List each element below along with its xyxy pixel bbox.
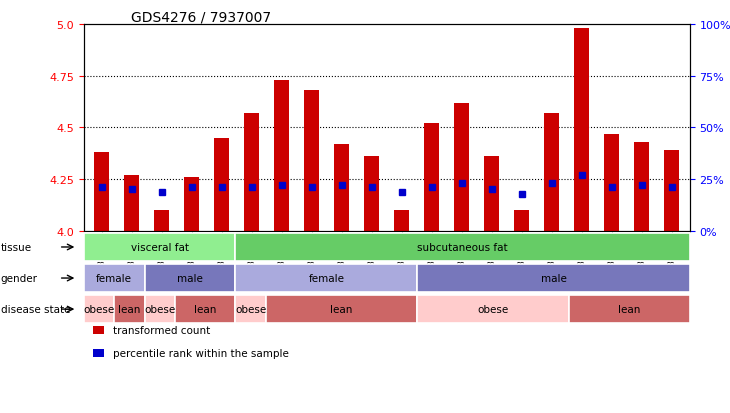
Bar	[545, 114, 559, 231]
Bar	[235, 295, 266, 324]
Bar	[93, 326, 104, 335]
Bar	[664, 151, 680, 231]
Bar	[235, 264, 417, 293]
Bar	[424, 124, 439, 231]
Bar	[394, 211, 410, 231]
Bar	[634, 142, 650, 231]
Bar	[145, 295, 174, 324]
Text: obese: obese	[235, 304, 266, 314]
Bar	[364, 157, 380, 231]
Text: disease state: disease state	[1, 304, 70, 314]
Text: female: female	[308, 273, 345, 283]
Text: subcutaneous fat: subcutaneous fat	[418, 242, 508, 252]
Bar	[215, 138, 229, 231]
Bar	[604, 134, 619, 231]
Text: obese: obese	[144, 304, 175, 314]
Bar	[94, 153, 110, 231]
Text: lean: lean	[194, 304, 216, 314]
Bar	[266, 295, 417, 324]
Text: male: male	[177, 273, 203, 283]
Bar	[575, 29, 589, 231]
Bar	[124, 176, 139, 231]
Bar	[485, 157, 499, 231]
Text: visceral fat: visceral fat	[131, 242, 188, 252]
Bar	[84, 233, 235, 262]
Bar	[93, 349, 104, 357]
Bar	[569, 295, 690, 324]
Text: lean: lean	[618, 304, 640, 314]
Text: female: female	[96, 273, 132, 283]
Bar	[185, 178, 199, 231]
Text: tissue: tissue	[1, 242, 32, 252]
Bar	[155, 211, 169, 231]
Text: obese: obese	[83, 304, 115, 314]
Bar	[417, 295, 569, 324]
Bar	[84, 264, 145, 293]
Bar	[145, 264, 235, 293]
Text: gender: gender	[1, 273, 38, 283]
Text: male: male	[541, 273, 566, 283]
Bar	[334, 145, 350, 231]
Text: percentile rank within the sample: percentile rank within the sample	[113, 348, 289, 358]
Bar	[245, 114, 259, 231]
Bar	[454, 103, 469, 231]
Bar	[515, 211, 529, 231]
Text: obese: obese	[477, 304, 509, 314]
Text: lean: lean	[330, 304, 353, 314]
Bar	[274, 81, 289, 231]
Bar	[235, 233, 690, 262]
Bar	[304, 91, 320, 231]
Bar	[174, 295, 235, 324]
Bar	[417, 264, 690, 293]
Bar	[114, 295, 145, 324]
Text: lean: lean	[118, 304, 141, 314]
Bar	[84, 295, 114, 324]
Text: transformed count: transformed count	[113, 325, 210, 335]
Text: GDS4276 / 7937007: GDS4276 / 7937007	[131, 10, 272, 24]
